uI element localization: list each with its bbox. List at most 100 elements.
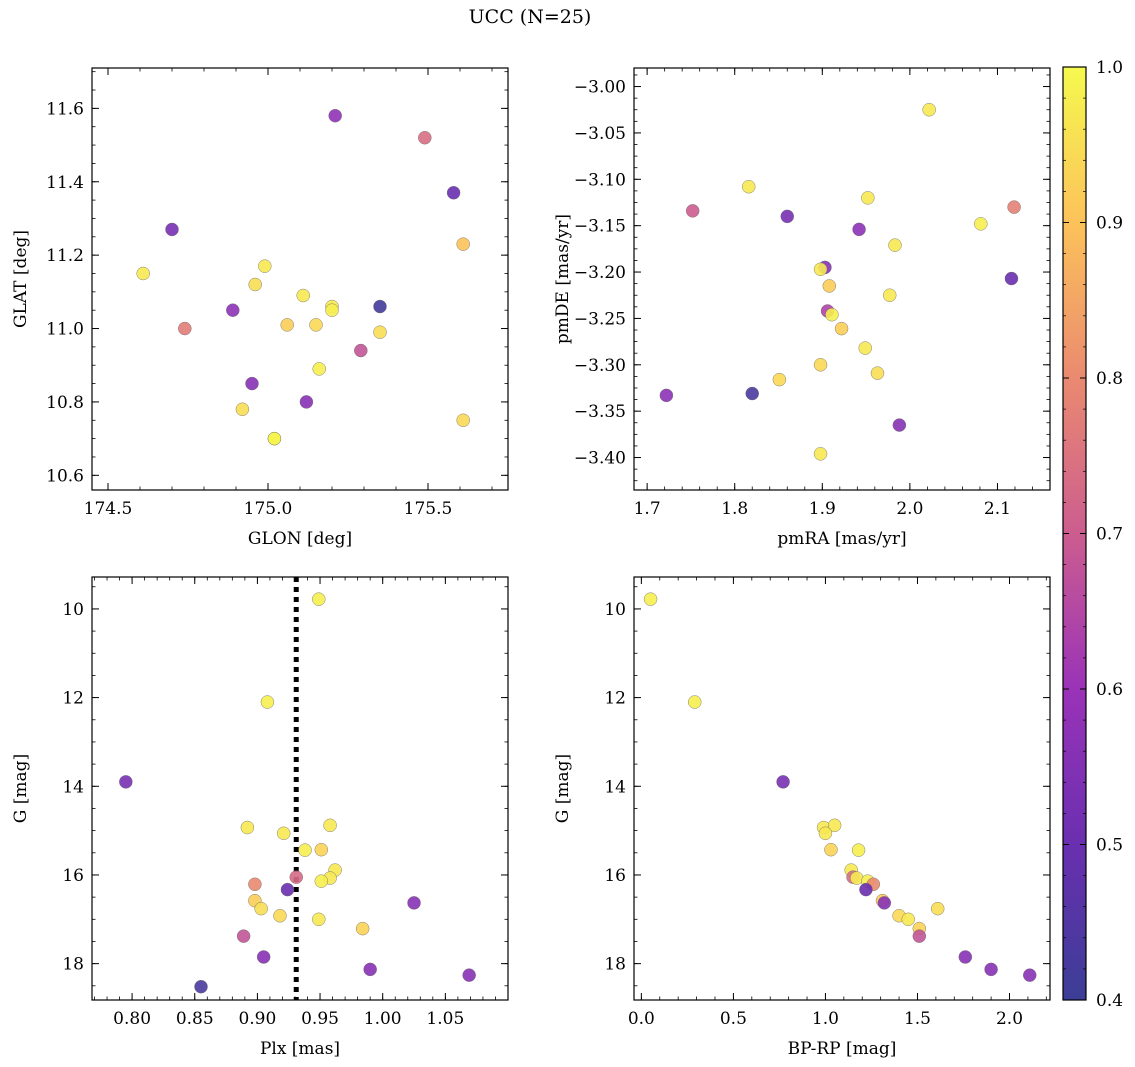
scatter-point	[456, 237, 470, 251]
scatter-point	[931, 901, 945, 916]
scatter-point	[813, 262, 828, 276]
x-tick-label: 0.85	[176, 1009, 214, 1029]
y-tick-label: 12	[604, 689, 626, 709]
scatter-point	[354, 343, 368, 358]
scatter-point	[772, 372, 787, 387]
scatter-point	[280, 318, 294, 332]
y-tick-label: −3.30	[574, 356, 626, 376]
scatter-point	[267, 431, 282, 446]
scatter-point	[1004, 271, 1019, 286]
scatter-point	[418, 131, 432, 145]
scatter-point	[273, 909, 287, 923]
figure-title: UCC (N=25)	[468, 6, 592, 28]
x-tick-label: 1.5	[904, 1009, 931, 1029]
scatter-point	[742, 180, 756, 194]
scatter-point	[254, 901, 268, 916]
scatter-point	[859, 882, 873, 897]
colorbar-tick-label: 0.6	[1096, 680, 1123, 700]
scatter-point	[984, 962, 998, 977]
y-tick-label: 18	[62, 955, 84, 975]
x-tick-label: 2.0	[996, 1009, 1023, 1029]
scatter-point	[363, 962, 377, 977]
colorbar-tick-label: 0.9	[1096, 214, 1123, 234]
x-tick-label: 1.8	[721, 499, 748, 519]
x-tick-label: 1.0	[812, 1009, 839, 1029]
scatter-point	[958, 950, 973, 964]
y-tick-label: 14	[604, 777, 626, 797]
scatter-point	[323, 818, 337, 833]
scatter-point	[901, 912, 915, 927]
scatter-point	[226, 303, 240, 317]
scatter-point	[818, 826, 833, 840]
scatter-panel-3: 0.80 0.85 0.90 0.95 1.00 1.05 10 12 14 16 18 Plx [m…	[11, 576, 509, 1059]
y-tick-label: −3.10	[574, 170, 626, 190]
y-tick-label: 14	[62, 777, 84, 797]
x-tick-label: 175.5	[404, 499, 453, 519]
scatter-point	[325, 303, 339, 317]
y-tick-label: 11.6	[46, 99, 84, 119]
scatter-point	[289, 870, 303, 884]
scatter-point	[892, 418, 907, 432]
x-tick-label: 0.95	[301, 1009, 339, 1029]
x-tick-label: 175.0	[244, 499, 293, 519]
x-tick-label: 0.90	[238, 1009, 276, 1029]
scatter-point	[446, 186, 461, 200]
scatter-point	[236, 929, 251, 943]
x-tick-label: 2.0	[896, 499, 923, 519]
scatter-point	[825, 308, 839, 322]
scatter-point	[659, 388, 674, 403]
scatter-point	[178, 321, 192, 336]
scatter-point	[688, 695, 702, 709]
scatter-point	[373, 299, 387, 314]
scatter-point	[745, 386, 759, 401]
y-tick-label: 10.8	[46, 393, 84, 413]
y-tick-label: 11.4	[46, 173, 84, 193]
x-tick-label: 1.7	[634, 499, 661, 519]
scatter-point	[407, 896, 421, 910]
scatter-point	[312, 592, 326, 606]
y-axis-label: G [mag]	[553, 754, 573, 823]
y-tick-label: 16	[62, 866, 84, 886]
scatter-point	[165, 222, 179, 237]
axes-frame	[633, 67, 1051, 491]
colorbar-tick-label: 0.8	[1096, 369, 1123, 389]
scatter-panel-1: 174.5 175.0 175.5 10.6 10.8 11.0 11.2 11.4 11.6 G…	[11, 67, 509, 549]
scatter-point	[136, 266, 150, 281]
scatter-point	[827, 818, 842, 833]
x-tick-label: 0.80	[113, 1009, 151, 1029]
y-tick-label: −3.00	[574, 78, 626, 98]
y-axis-label: G [mag]	[11, 754, 31, 823]
y-tick-label: 18	[604, 955, 626, 975]
x-tick-label: 174.5	[84, 499, 133, 519]
x-axis-label: pmRA [mas/yr]	[777, 529, 906, 549]
scatter-point	[822, 279, 837, 293]
x-tick-label: 2.1	[984, 499, 1011, 519]
scatter-point	[277, 826, 291, 840]
scatter-point	[813, 447, 828, 461]
scatter-panel-4: 0.0 0.5 1.0 1.5 2.0 10 12 14 16 18 BP-RP [mag] G [m…	[553, 576, 1051, 1059]
x-tick-label: 1.05	[426, 1009, 464, 1029]
scatter-point	[119, 775, 133, 789]
scatter-point	[299, 395, 314, 409]
y-tick-label: −3.05	[574, 124, 626, 144]
y-tick-label: −3.25	[574, 309, 626, 329]
y-axis-label: GLAT [deg]	[11, 230, 31, 328]
scatter-point	[1023, 968, 1037, 982]
scatter-point	[312, 912, 326, 927]
y-tick-label: 11.2	[46, 246, 84, 266]
scatter-point	[280, 882, 295, 897]
colorbar-tick-label: 0.5	[1096, 836, 1123, 856]
axes-frame	[633, 576, 1051, 1001]
scatter-point	[883, 288, 897, 302]
scatter-point	[314, 842, 329, 857]
scatter-point	[685, 204, 700, 218]
scatter-point	[355, 921, 370, 936]
scatter-point	[861, 191, 875, 205]
scatter-point	[298, 843, 312, 857]
scatter-point	[245, 376, 259, 391]
x-tick-label: 0.0	[628, 1009, 655, 1029]
scatter-point	[1007, 200, 1021, 214]
scatter-point	[456, 413, 470, 427]
y-axis-label: pmDE [mas/yr]	[553, 214, 573, 344]
